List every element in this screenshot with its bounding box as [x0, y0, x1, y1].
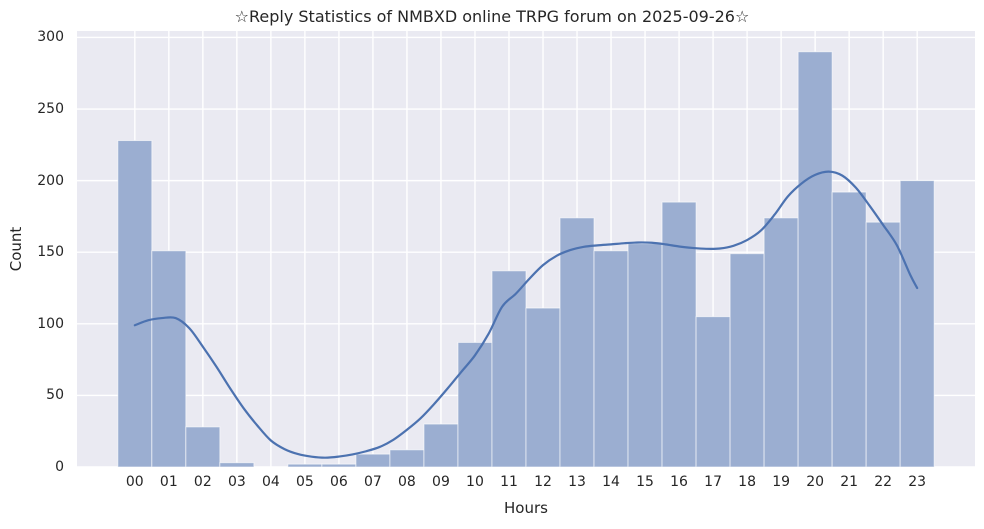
- y-tick-label: 150: [37, 244, 64, 261]
- histogram-bar: [865, 221, 901, 468]
- x-tick-label: 09: [432, 474, 450, 490]
- histogram-bar: [389, 449, 425, 468]
- y-tick-label: 250: [37, 101, 64, 118]
- histogram-bar: [117, 140, 153, 468]
- histogram-bar: [559, 217, 595, 468]
- y-tick-label: 300: [37, 29, 64, 46]
- histogram-bar: [525, 307, 561, 468]
- x-tick-label: 16: [670, 474, 688, 490]
- x-tick-label: 18: [738, 474, 756, 490]
- histogram-bar: [457, 341, 493, 468]
- x-tick-label: 14: [602, 474, 620, 490]
- x-tick-label: 17: [704, 474, 722, 490]
- histogram-bar: [185, 426, 221, 468]
- x-tick-label: 04: [261, 474, 280, 490]
- x-tick-label: 15: [636, 474, 654, 490]
- x-tick-label: 02: [193, 474, 212, 490]
- histogram-bar: [797, 51, 833, 468]
- histogram-bar: [491, 270, 527, 468]
- x-tick-label: 23: [908, 474, 927, 490]
- x-tick-label: 03: [227, 474, 246, 490]
- x-tick-label: 08: [398, 474, 416, 490]
- x-tick-label: 11: [500, 474, 518, 490]
- histogram-bar: [899, 180, 935, 468]
- x-tick-label: 21: [840, 474, 859, 490]
- histogram-bar: [627, 243, 663, 468]
- histogram-bar: [355, 453, 391, 468]
- x-tick-label: 19: [772, 474, 791, 490]
- histogram-bar: [219, 462, 255, 468]
- x-tick-label: 20: [806, 474, 825, 490]
- x-tick-label: 22: [874, 474, 893, 490]
- histogram-bar: [695, 316, 731, 468]
- histogram-bar: [661, 201, 697, 468]
- y-tick-label: 200: [37, 172, 64, 189]
- histogram-bar: [763, 217, 799, 468]
- y-tick-label: 100: [37, 315, 64, 332]
- histogram-bar: [321, 463, 357, 468]
- x-tick-label: 12: [534, 474, 552, 490]
- x-tick-label: 06: [329, 474, 348, 490]
- x-tick-label: 01: [159, 474, 178, 490]
- histogram-bar: [593, 250, 629, 468]
- histogram-bar: [729, 253, 765, 468]
- x-tick-label: 13: [568, 474, 586, 490]
- y-tick-label: 50: [46, 387, 64, 404]
- x-tick-label: 07: [364, 474, 382, 490]
- histogram-bar: [831, 191, 867, 468]
- x-tick-label: 00: [125, 474, 144, 490]
- chart-title: ☆Reply Statistics of NMBXD online TRPG f…: [234, 7, 750, 26]
- y-tick-label: 0: [55, 459, 64, 475]
- x-tick-label: 10: [466, 474, 484, 490]
- x-tick-label: 05: [295, 474, 314, 490]
- x-axis-label: Hours: [504, 499, 548, 517]
- kde-curve: [133, 170, 919, 459]
- histogram-bar: [151, 250, 187, 468]
- histogram-bar: [287, 463, 323, 468]
- histogram-bar: [423, 423, 459, 468]
